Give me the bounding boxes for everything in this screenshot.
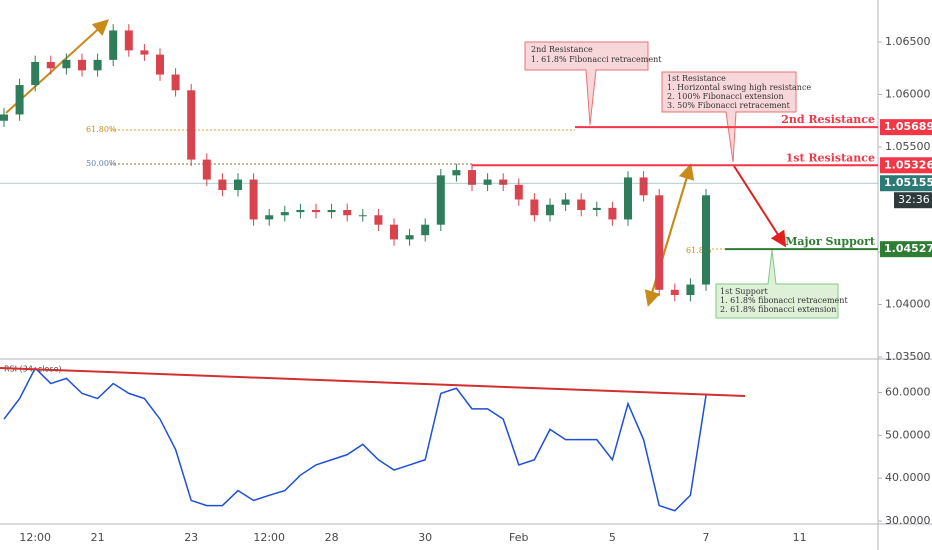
candle-body (280, 212, 289, 216)
target-arrow (733, 165, 787, 248)
candle-body (249, 179, 258, 220)
annotation-text: 2nd Resistance (531, 45, 593, 54)
level-badge (880, 241, 932, 258)
annotation-box (524, 41, 649, 126)
candle-body (156, 54, 164, 75)
y-tick-label: 40.0000 (885, 471, 931, 484)
y-tick-label: 60.0000 (885, 386, 931, 399)
x-tick-label: 12:00 (19, 531, 51, 544)
y-tick-label: 1.03500 (885, 350, 931, 363)
candle-body (171, 74, 180, 91)
x-tick-label: 5 (609, 531, 616, 544)
candle-body (187, 90, 196, 160)
candle-body (374, 215, 383, 225)
level-name: 1st Resistance (786, 151, 875, 164)
candle-body (234, 179, 242, 191)
candle-body (483, 179, 492, 185)
candle-body (608, 207, 617, 220)
candle-body (0, 114, 8, 121)
candle-body (202, 159, 211, 180)
y-tick-label: 1.05500 (885, 140, 931, 153)
rsi-line (3, 366, 707, 512)
candle-body (499, 179, 508, 185)
annotation-text: 1. 61.8% Fibonacci retracement (531, 55, 662, 64)
candle-body (15, 85, 24, 115)
level-badge-label: 1.04527 (884, 242, 932, 255)
level-name: Major Support (785, 235, 876, 248)
candle-body (78, 59, 86, 71)
candle-body (358, 215, 367, 217)
annotation-text: 2. 61.8% fibonacci extension (720, 305, 836, 314)
annotation-text: 1st Support (720, 287, 768, 296)
annotation-text: 3. 50% Fibonacci retracement (667, 101, 791, 110)
fib-label: 61.80% (86, 125, 117, 134)
candle-body (93, 59, 102, 71)
candle-body (577, 199, 586, 210)
x-tick-label: 23 (184, 531, 198, 544)
candle-body (421, 224, 430, 236)
level-badge-label: 1.05326 (884, 158, 932, 171)
candle-body (109, 30, 118, 60)
fib-label: 61.8% (686, 246, 712, 255)
candle-body (686, 284, 695, 296)
y-tick-label: 30.0000 (885, 514, 931, 527)
price-badge (880, 175, 932, 192)
level-badge-label: 1.05689 (884, 120, 932, 133)
x-tick-label: 21 (91, 531, 105, 544)
y-tick-label: 1.06500 (885, 35, 931, 48)
y-tick-label: 50.0000 (885, 428, 931, 441)
candle-body (639, 177, 648, 196)
candle-body (670, 289, 679, 296)
candle-body (624, 177, 632, 220)
candle-body (46, 61, 55, 69)
candle-body (530, 199, 539, 216)
fib-label: 50.00% (86, 159, 117, 168)
candle-body (296, 210, 305, 213)
candle-body (546, 204, 554, 216)
candle-body (702, 195, 710, 285)
countdown-label: 32:36 (898, 193, 930, 206)
x-tick-label: 12:00 (253, 531, 285, 544)
candle-body (265, 215, 274, 220)
annotation-text: 1. 61.8% fibonacci retracement (720, 296, 848, 305)
x-tick-label: Feb (509, 531, 528, 544)
candle-body (327, 210, 336, 213)
candle-body (561, 199, 570, 205)
candle-body (405, 235, 414, 240)
countdown-badge (894, 192, 932, 209)
annotation-box (715, 249, 839, 319)
candle-body (514, 184, 523, 200)
candle-body (452, 170, 461, 176)
rsi-trendline (0, 367, 746, 397)
price-badge-label: 1.05155 (884, 176, 932, 189)
candle-body (312, 210, 320, 213)
x-tick-label: 11 (793, 531, 807, 544)
candle-body (124, 30, 133, 51)
y-tick-label: 1.04000 (885, 298, 931, 311)
x-tick-label: 28 (325, 531, 339, 544)
level-name: 2nd Resistance (781, 113, 875, 126)
level-badge (880, 119, 932, 136)
y-tick-label: 1.06000 (885, 88, 931, 101)
candle-body (436, 175, 445, 225)
annotation-text: 1. Horizontal swing high resistance (667, 83, 811, 92)
candle-body (343, 210, 352, 216)
candle-body (62, 59, 71, 69)
candle-body (218, 179, 227, 191)
candle-body (140, 50, 149, 55)
candle-body (468, 170, 476, 185)
annotation-box (661, 71, 797, 163)
candle-body (390, 224, 398, 240)
annotation-text: 2. 100% Fibonacci extension (667, 92, 784, 101)
candle-body (31, 61, 40, 86)
x-tick-label: 30 (418, 531, 432, 544)
x-tick-label: 7 (703, 531, 710, 544)
candle-body (655, 195, 664, 290)
annotation-text: 1st Resistance (667, 74, 726, 83)
level-badge (880, 157, 932, 174)
candle-body (592, 207, 601, 210)
